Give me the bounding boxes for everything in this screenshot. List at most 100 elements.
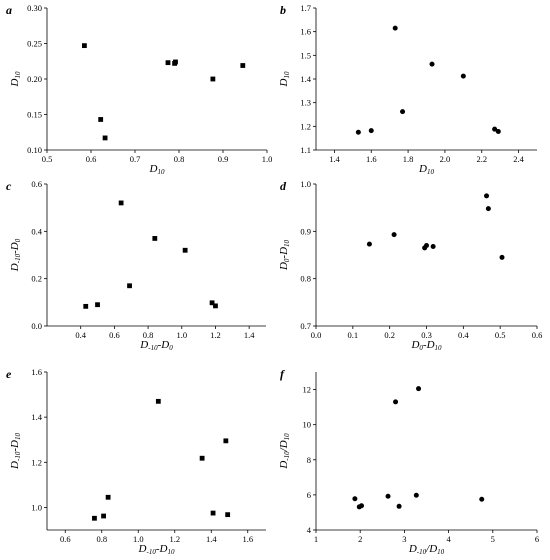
data-point-square <box>95 302 100 308</box>
y-tick-label: 1.1 <box>300 145 311 155</box>
panel-letter: f <box>280 367 285 381</box>
y-tick-label: 10 <box>303 420 312 430</box>
y-tick-label: 0.0 <box>31 321 42 331</box>
data-point-circle <box>385 493 391 499</box>
y-tick-label: 0.7 <box>300 321 311 331</box>
data-point-square <box>105 494 111 500</box>
x-axis-label: D10 <box>418 163 434 176</box>
data-point-square <box>165 60 171 66</box>
x-axis-label: D-10-D0 <box>139 339 173 352</box>
data-point-circle <box>368 128 374 134</box>
y-tick-label: 12 <box>303 385 312 395</box>
y-tick-label: 1.0 <box>31 502 42 512</box>
x-tick-label: 0.2 <box>384 330 395 340</box>
data-point-circle <box>492 126 498 132</box>
y-tick-label: 6 <box>307 490 311 500</box>
y-tick-label: 0.2 <box>31 274 42 284</box>
x-tick-label: 2 <box>358 534 362 544</box>
data-point-circle <box>396 503 402 509</box>
x-tick-label: 3 <box>402 534 406 544</box>
data-point-circle <box>460 73 466 79</box>
panel-b-scatter: b 1.4 1.6 1.8 2.0 2.2 2.4 1.1 1.2 1.3 1.4 1.5 1.6 1.7… <box>278 3 537 176</box>
y-tick-label: 0.8 <box>300 274 311 284</box>
data-point-square <box>199 455 205 461</box>
x-axis-label: D-10/D10 <box>408 543 445 556</box>
y-tick-label: 0.10 <box>27 145 42 155</box>
x-tick-label: 2.0 <box>440 154 451 164</box>
data-point-circle <box>359 503 365 509</box>
y-tick-label: 0.25 <box>27 39 42 49</box>
data-point-circle <box>392 25 398 31</box>
x-tick-label: 1.2 <box>169 534 180 544</box>
data-point-square <box>82 43 87 49</box>
data-point-square <box>223 438 229 444</box>
y-tick-label: 1.5 <box>300 50 311 60</box>
y-tick-label: 4 <box>307 525 312 535</box>
data-point-square <box>101 513 106 519</box>
y-tick-label: 1.6 <box>31 367 42 377</box>
data-point-circle <box>355 129 361 135</box>
x-tick-label: 5 <box>491 534 495 544</box>
data-point-circle <box>484 193 490 199</box>
panel-a-scatter: a 0.5 0.6 0.7 0.8 0.9 1.0 0.10 0.15 0.20 0.25 0.30 D… <box>6 3 272 176</box>
data-point-square <box>225 512 231 518</box>
panel-e-scatter: e 0.6 0.8 1.0 1.2 1.4 1.6 1.0 1.2 1.4 1.6 D-10-D10 D… <box>6 367 266 556</box>
x-tick-label: 6 <box>535 534 539 544</box>
data-point-circle <box>495 129 501 135</box>
data-point-circle <box>499 254 505 260</box>
data-point-circle <box>366 241 372 247</box>
x-tick-label: 4 <box>446 534 451 544</box>
x-tick-label: 0.8 <box>96 534 107 544</box>
data-point-circle <box>429 61 435 67</box>
x-tick-label: 1.8 <box>403 154 414 164</box>
x-axis-label: D0-D10 <box>410 339 442 352</box>
data-point-circle <box>424 243 429 249</box>
x-tick-label: 0.6 <box>109 330 120 340</box>
x-tick-label: 0.9 <box>218 154 229 164</box>
data-point-circle <box>485 206 491 212</box>
data-point-circle <box>400 109 406 115</box>
y-tick-label: 0.20 <box>27 74 42 84</box>
y-axis-label: D10 <box>278 71 291 87</box>
data-point-circle <box>479 496 485 502</box>
x-axis-label: D-10-D10 <box>138 543 175 556</box>
panel-d-scatter: d 0.0 0.1 0.2 0.3 0.4 0.5 0.6 0.7 0.8 0.9 1.0 D0-D10… <box>278 179 542 352</box>
panel-c-scatter: c 0.4 0.6 0.8 1.0 1.2 1.4 0.0 0.2 0.4 0.6 D-10-D0 D-… <box>6 179 266 352</box>
y-tick-label: 0.6 <box>31 179 42 189</box>
y-tick-label: 1.0 <box>300 179 311 189</box>
data-point-square <box>213 303 218 309</box>
x-tick-label: 0.1 <box>348 330 359 340</box>
y-axis-label: D-10-D10 <box>9 433 22 470</box>
x-tick-label: 0.3 <box>421 330 432 340</box>
data-point-circle <box>430 243 436 249</box>
panel-letter: c <box>6 179 12 193</box>
y-tick-label: 0.15 <box>27 110 42 120</box>
y-axis-label: D0-D10 <box>278 239 291 271</box>
data-point-square <box>210 76 216 82</box>
data-point-square <box>173 59 178 65</box>
data-point-square <box>182 247 188 253</box>
x-tick-label: 0.4 <box>75 330 86 340</box>
x-tick-label: 1 <box>314 534 318 544</box>
data-point-square <box>92 515 97 521</box>
y-axis-label: D10 <box>9 71 22 87</box>
y-tick-label: 0.9 <box>300 226 311 236</box>
data-point-square <box>118 200 124 206</box>
panel-letter: a <box>6 3 12 17</box>
x-tick-label: 1.2 <box>210 330 221 340</box>
data-point-square <box>152 236 158 241</box>
data-point-circle <box>416 386 422 392</box>
data-point-square <box>209 300 215 306</box>
x-tick-label: 1.6 <box>366 154 377 164</box>
data-point-circle <box>413 492 419 498</box>
data-point-square <box>83 303 89 309</box>
data-point-square <box>155 398 161 404</box>
data-point-square <box>210 510 216 516</box>
x-tick-label: 1.0 <box>176 330 187 340</box>
x-tick-label: 0.4 <box>458 330 469 340</box>
x-tick-label: 0.6 <box>86 154 97 164</box>
y-tick-label: 1.6 <box>300 27 311 37</box>
y-tick-label: 0.4 <box>31 226 42 236</box>
x-tick-label: 1.4 <box>244 330 255 340</box>
